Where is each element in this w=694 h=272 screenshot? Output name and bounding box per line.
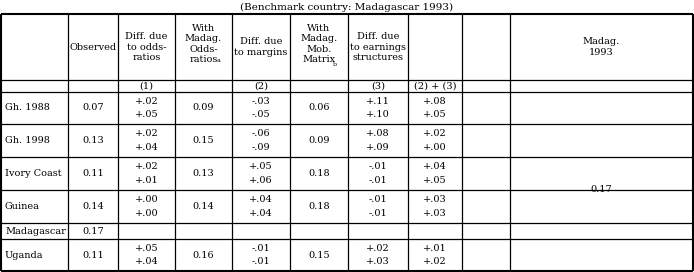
Text: Diff. due
to odds-
ratios: Diff. due to odds- ratios: [126, 32, 168, 62]
Text: b: b: [333, 61, 337, 66]
Text: +.00: +.00: [135, 195, 158, 204]
Text: Madag.
1993: Madag. 1993: [583, 37, 620, 57]
Text: -.09: -.09: [252, 143, 270, 152]
Text: 0.16: 0.16: [193, 251, 214, 259]
Text: +.05: +.05: [135, 244, 158, 253]
Text: 0.13: 0.13: [193, 169, 214, 178]
Text: (2): (2): [254, 82, 268, 91]
Text: Diff. due
to margins: Diff. due to margins: [235, 37, 288, 57]
Text: -.06: -.06: [252, 129, 270, 138]
Text: (1): (1): [139, 82, 153, 91]
Text: Gh. 1998: Gh. 1998: [5, 136, 50, 145]
Text: +.08: +.08: [366, 129, 390, 138]
Text: +.02: +.02: [135, 129, 158, 138]
Text: 0.09: 0.09: [308, 136, 330, 145]
Text: Ivory Coast: Ivory Coast: [5, 169, 62, 178]
Text: +.00: +.00: [423, 143, 447, 152]
Text: 0.14: 0.14: [82, 202, 104, 211]
Text: 0.07: 0.07: [82, 104, 104, 113]
Text: (Benchmark country: Madagascar 1993): (Benchmark country: Madagascar 1993): [240, 2, 454, 12]
Text: +.05: +.05: [423, 176, 447, 185]
Text: +.10: +.10: [366, 110, 390, 119]
Text: +.03: +.03: [366, 257, 390, 266]
Text: 0.13: 0.13: [82, 136, 104, 145]
Text: +.01: +.01: [135, 176, 158, 185]
Text: 0.18: 0.18: [308, 169, 330, 178]
Text: Guinea: Guinea: [5, 202, 40, 211]
Text: +.03: +.03: [423, 195, 447, 204]
Text: +.02: +.02: [423, 129, 447, 138]
Text: 0.11: 0.11: [82, 169, 104, 178]
Text: 0.14: 0.14: [193, 202, 214, 211]
Text: -.01: -.01: [369, 162, 387, 171]
Text: +.04: +.04: [135, 257, 158, 266]
Text: (2) + (3): (2) + (3): [414, 82, 456, 91]
Text: +.09: +.09: [366, 143, 390, 152]
Text: +.05: +.05: [135, 110, 158, 119]
Text: 0.06: 0.06: [308, 104, 330, 113]
Text: 0.17: 0.17: [591, 186, 612, 194]
Text: +.01: +.01: [423, 244, 447, 253]
Text: 0.11: 0.11: [82, 251, 104, 259]
Text: With
Madag.
Mob.
Matrix: With Madag. Mob. Matrix: [301, 24, 337, 64]
Text: +.11: +.11: [366, 97, 390, 106]
Text: a: a: [217, 58, 220, 63]
Text: Diff. due
to earnings
structures: Diff. due to earnings structures: [350, 32, 406, 62]
Text: (3): (3): [371, 82, 385, 91]
Text: +.03: +.03: [423, 209, 447, 218]
Text: With
Madag.
Odds-
ratios: With Madag. Odds- ratios: [185, 24, 222, 64]
Text: +.05: +.05: [423, 110, 447, 119]
Text: +.02: +.02: [366, 244, 390, 253]
Text: -.01: -.01: [369, 195, 387, 204]
Text: Gh. 1988: Gh. 1988: [5, 104, 50, 113]
Text: +.06: +.06: [249, 176, 273, 185]
Text: -.01: -.01: [252, 257, 271, 266]
Text: +.04: +.04: [423, 162, 447, 171]
Text: +.08: +.08: [423, 97, 447, 106]
Text: Uganda: Uganda: [5, 251, 44, 259]
Text: Observed: Observed: [69, 42, 117, 51]
Text: +.00: +.00: [135, 209, 158, 218]
Text: +.02: +.02: [423, 257, 447, 266]
Text: +.02: +.02: [135, 97, 158, 106]
Text: 0.09: 0.09: [193, 104, 214, 113]
Text: -.01: -.01: [252, 244, 271, 253]
Text: +.04: +.04: [249, 209, 273, 218]
Text: +.04: +.04: [135, 143, 158, 152]
Text: 0.17: 0.17: [82, 227, 104, 236]
Text: +.02: +.02: [135, 162, 158, 171]
Text: +.04: +.04: [249, 195, 273, 204]
Text: 0.15: 0.15: [193, 136, 214, 145]
Text: 0.18: 0.18: [308, 202, 330, 211]
Text: -.01: -.01: [369, 209, 387, 218]
Text: 0.15: 0.15: [308, 251, 330, 259]
Text: Madagascar: Madagascar: [5, 227, 66, 236]
Text: +.05: +.05: [249, 162, 273, 171]
Text: -.05: -.05: [252, 110, 270, 119]
Text: -.03: -.03: [252, 97, 271, 106]
Text: -.01: -.01: [369, 176, 387, 185]
